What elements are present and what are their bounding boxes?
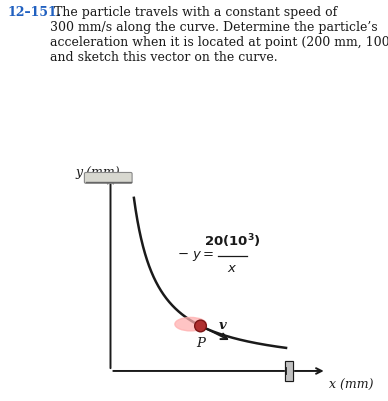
Text: v: v bbox=[219, 319, 227, 332]
Text: $x$: $x$ bbox=[227, 263, 237, 275]
Text: $-\ y =$: $-\ y =$ bbox=[177, 249, 214, 263]
Ellipse shape bbox=[175, 318, 206, 331]
Bar bbox=[285, 361, 293, 381]
Bar bbox=[285, 361, 293, 381]
Text: The particle travels with a constant speed of
300 mm/s along the curve. Determin: The particle travels with a constant spe… bbox=[50, 6, 388, 64]
Text: $\mathbf{20(10^3)}$: $\mathbf{20(10^3)}$ bbox=[204, 232, 260, 250]
Text: P: P bbox=[196, 337, 205, 350]
Circle shape bbox=[195, 320, 206, 332]
Text: x (mm): x (mm) bbox=[329, 379, 373, 392]
Text: y (mm): y (mm) bbox=[76, 166, 120, 179]
FancyBboxPatch shape bbox=[85, 172, 132, 183]
Text: 12–151.: 12–151. bbox=[8, 6, 62, 19]
